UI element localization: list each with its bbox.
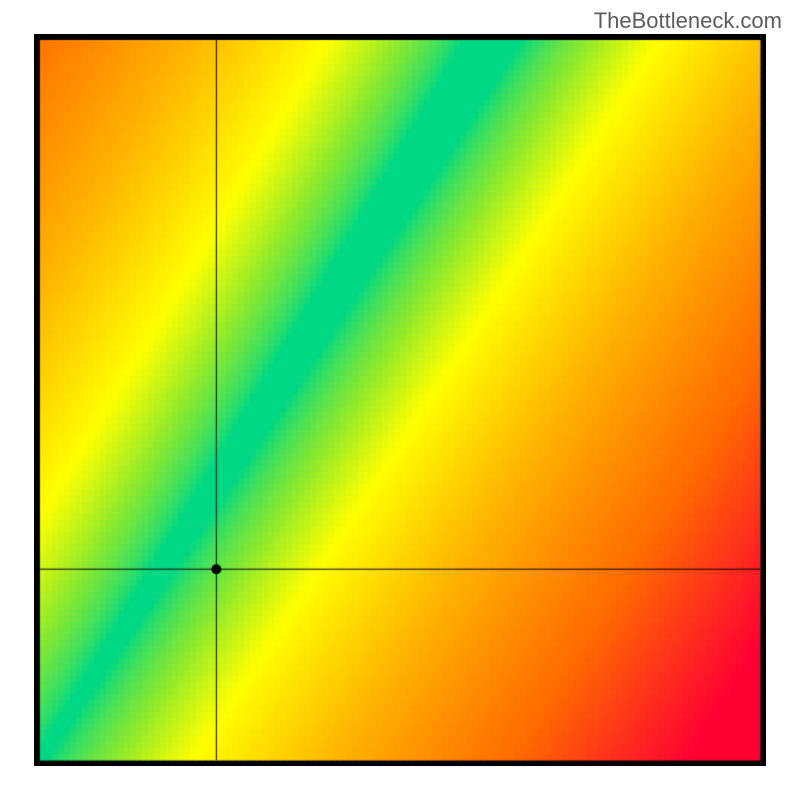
bottleneck-heatmap-canvas <box>34 34 766 766</box>
watermark-text: TheBottleneck.com <box>594 8 782 34</box>
bottleneck-heatmap-container <box>34 34 766 766</box>
